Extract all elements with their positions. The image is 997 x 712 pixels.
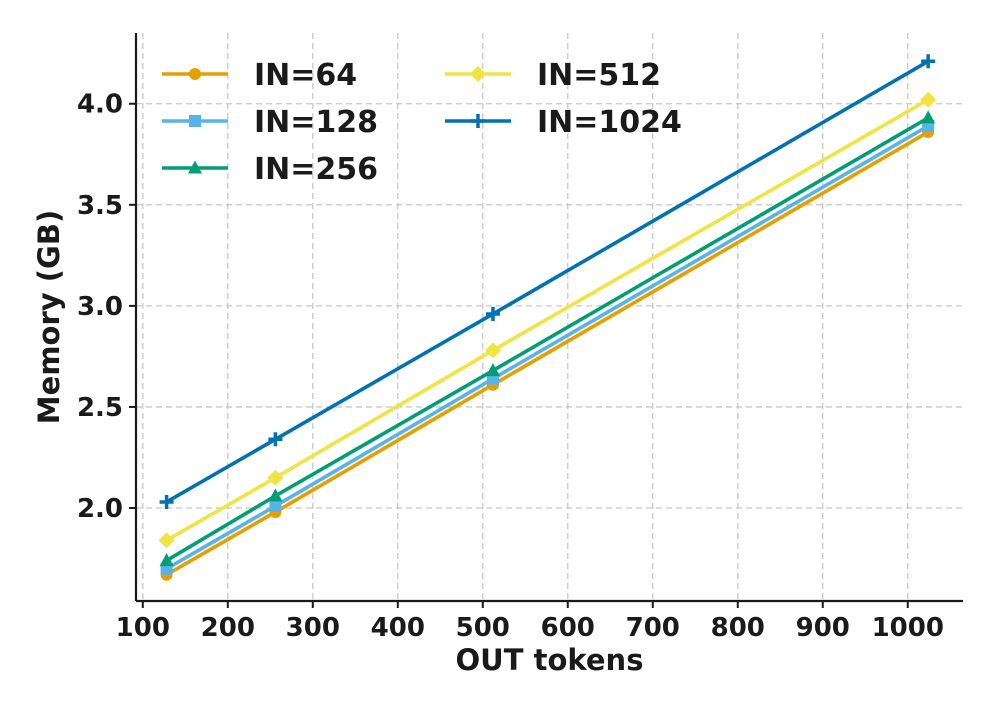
legend-marker	[471, 114, 485, 128]
data-point	[921, 54, 936, 69]
data-point	[921, 110, 936, 124]
x-tick-label: 400	[371, 613, 425, 643]
series-line	[165, 59, 930, 504]
data-point	[269, 499, 282, 512]
data-point	[485, 363, 500, 377]
legend-item: IN=128	[162, 105, 378, 140]
legend-item: IN=1024	[445, 105, 682, 140]
series-line	[165, 98, 930, 542]
y-axis-title: Memory (GB)	[32, 210, 66, 424]
x-tick-label: 900	[796, 613, 850, 643]
y-tick-label: 3.0	[77, 292, 123, 322]
data-point	[159, 553, 174, 567]
x-tick-label: 700	[626, 613, 680, 643]
x-tick-label: 100	[116, 613, 170, 643]
y-tick-label: 3.5	[77, 191, 123, 221]
data-point	[159, 494, 174, 509]
series-in-256	[159, 110, 936, 567]
x-tick-label: 500	[456, 613, 510, 643]
legend-label: IN=256	[254, 152, 378, 187]
data-point	[158, 532, 175, 549]
legend-marker	[188, 160, 202, 174]
legend-marker	[189, 115, 201, 127]
x-tick-label: 1000	[872, 613, 944, 643]
data-point	[267, 469, 284, 486]
series-in-512	[158, 91, 937, 549]
legend: IN=64 IN=128 IN=256 IN=512 IN=1024	[162, 58, 682, 187]
y-tick-label: 2.0	[77, 494, 123, 524]
data-point	[920, 91, 937, 108]
series-in-64	[160, 126, 935, 581]
axes: 100 200 300 400 500 600 700 800 900 1000 2.0 2.5 3.0…	[77, 33, 963, 643]
y-tick-label: 4.0	[77, 90, 123, 120]
legend-label: IN=64	[254, 58, 357, 93]
x-tick-label: 300	[286, 613, 340, 643]
series-line	[165, 124, 930, 571]
x-tick-label: 800	[711, 613, 765, 643]
legend-marker	[189, 68, 201, 80]
data-point	[268, 432, 283, 447]
legend-marker	[470, 66, 486, 82]
data-point	[484, 342, 501, 359]
legend-item: IN=256	[162, 152, 378, 187]
grid	[136, 33, 963, 601]
legend-label: IN=512	[537, 58, 661, 93]
series-line	[165, 130, 930, 577]
data-point	[485, 306, 500, 321]
series-line	[165, 116, 930, 563]
x-axis-title: OUT tokens	[456, 643, 644, 677]
series-in-1024	[159, 54, 936, 509]
legend-label: IN=1024	[537, 105, 682, 140]
series-group	[158, 54, 937, 581]
legend-item: IN=512	[445, 58, 661, 93]
x-tick-label: 200	[201, 613, 255, 643]
data-point	[268, 488, 283, 502]
series-in-128	[160, 119, 935, 575]
x-tick-label: 600	[541, 613, 595, 643]
y-tick-label: 2.5	[77, 393, 123, 423]
legend-item: IN=64	[162, 58, 357, 93]
legend-label: IN=128	[254, 105, 378, 140]
